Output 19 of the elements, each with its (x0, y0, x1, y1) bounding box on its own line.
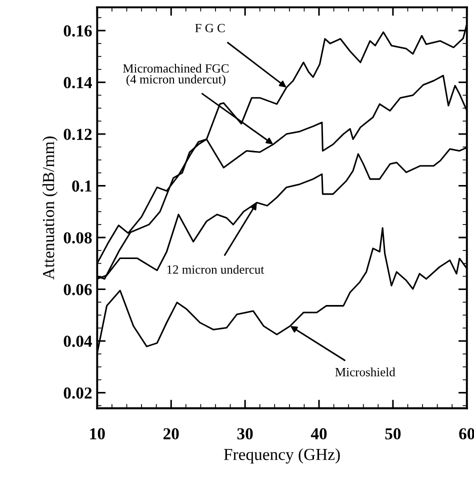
x-tick-label: 30 (237, 428, 253, 440)
y-tick-label: 0.04 (64, 336, 92, 348)
y-tick-label: 0.06 (64, 284, 92, 296)
annotation: Micromachined FGC (4 micron undercut) (123, 64, 229, 86)
x-tick-label: 10 (90, 428, 105, 440)
annotation: Microshield (335, 368, 396, 376)
y-tick-label: 0.08 (64, 232, 92, 244)
annotation: 12 micron undercut (167, 264, 264, 274)
y-tick-label: 0.16 (64, 25, 92, 37)
x-tick-label: 40 (310, 428, 327, 440)
x-axis-title: Frequency (GHz) (224, 448, 340, 464)
annotation: F G C (195, 24, 225, 32)
y-tick-label: 0.14 (64, 77, 92, 88)
y-tick-label: 0.1 (72, 180, 92, 192)
y-tick-label: 0.02 (64, 387, 92, 399)
x-tick-label: 50 (385, 428, 401, 440)
y-axis-title: Attenuation (dB/mm) (42, 136, 58, 280)
x-tick-label: 20 (163, 428, 179, 440)
y-tick-label: 0.12 (64, 128, 92, 140)
